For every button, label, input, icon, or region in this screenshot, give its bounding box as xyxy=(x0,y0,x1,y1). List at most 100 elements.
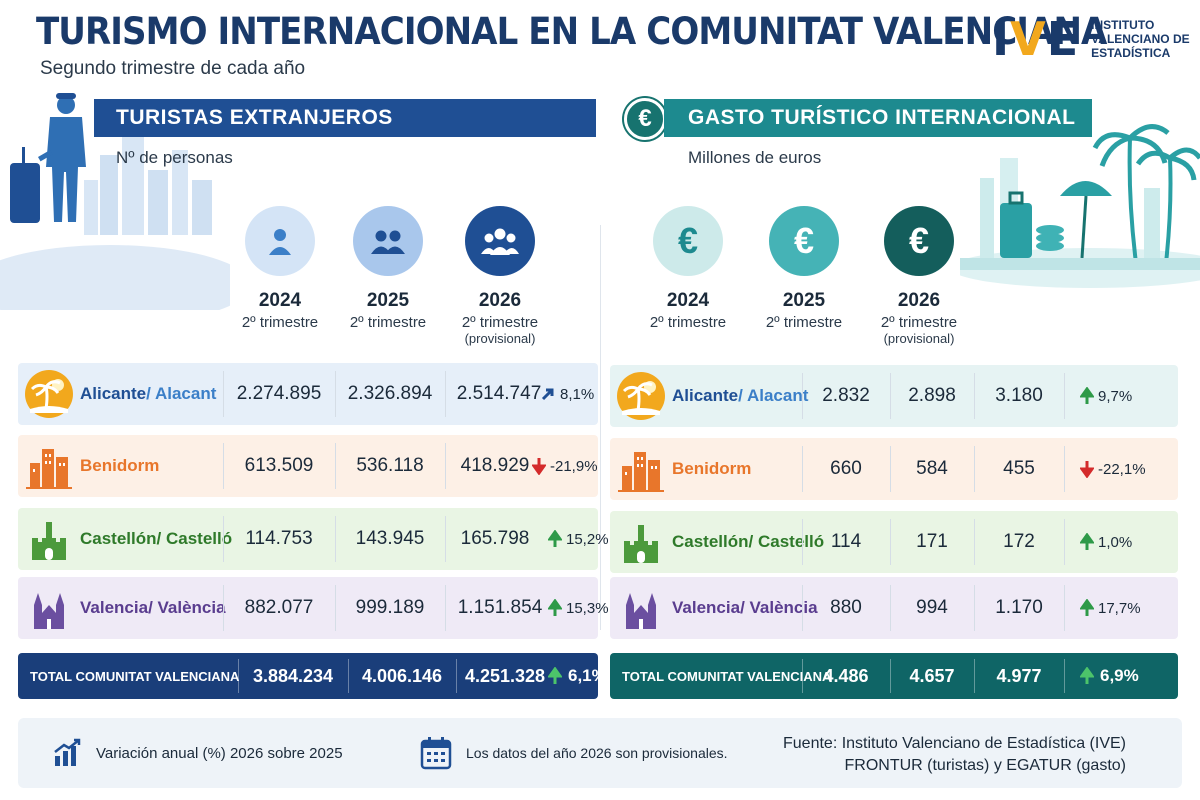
spending-row-alicante: Alicante / Alacant 2.832 2.898 3.180 9,7… xyxy=(610,365,1178,427)
arrow-down-icon xyxy=(532,458,546,475)
ive-logo-text: INSTITUTO VALENCIANO DE ESTADÍSTICA xyxy=(1091,18,1190,60)
bar-chart-trend-icon xyxy=(54,738,81,766)
total-2026: 4.977 xyxy=(996,665,1042,686)
palm-beach-icon xyxy=(617,372,665,420)
tourists-heading: TURISTAS EXTRANJEROS xyxy=(94,99,596,137)
variation-legend: Variación anual (%) 2026 sobre 2025 xyxy=(52,718,343,788)
change-indicator: 8,1% xyxy=(540,363,594,425)
arrow-up-icon xyxy=(1080,667,1094,684)
value-2026: 1.170 xyxy=(995,597,1043,618)
tourists-year-2025: 2025 2º trimestre xyxy=(333,206,443,331)
spending-row-benidorm: Benidorm 660 584 455 -22,1% xyxy=(610,438,1178,500)
section-divider xyxy=(600,225,601,630)
total-2024: 4.486 xyxy=(823,665,869,686)
skyscrapers-icon xyxy=(618,452,664,492)
ive-logo: IVE INSTITUTO VALENCIANO DE ESTADÍSTICA xyxy=(992,14,1190,64)
row-name: Valencia / València xyxy=(672,598,818,617)
row-name: Alicante / Alacant xyxy=(672,386,809,405)
beach-luggage-illustration xyxy=(960,124,1200,288)
change-indicator: -21,9% xyxy=(532,435,598,497)
total-2025: 4.657 xyxy=(909,665,955,686)
value-2025: 171 xyxy=(916,531,948,552)
arrow-up-icon xyxy=(1080,387,1094,404)
arrow-up-icon xyxy=(548,530,562,547)
tourists-row-alicante: Alicante / Alacant 2.274.895 2.326.894 2… xyxy=(18,363,598,425)
arrow-up-icon xyxy=(1080,599,1094,616)
value-2026: 1.151.854 xyxy=(457,597,543,618)
spending-row-castellon: Castellón / Castelló 114 171 172 1,0% xyxy=(610,511,1178,573)
total-2025: 4.006.146 xyxy=(361,665,443,686)
value-2025: 143.945 xyxy=(355,528,425,549)
value-2025: 2.326.894 xyxy=(347,383,433,404)
cathedral-icon xyxy=(34,593,64,629)
castle-icon xyxy=(32,522,66,560)
total-2026: 4.251.328 xyxy=(464,665,546,686)
value-2024: 613.509 xyxy=(244,455,314,476)
tourists-row-benidorm: Benidorm 613.509 536.118 418.929 -21,9% xyxy=(18,435,598,497)
total-label: TOTAL COMUNITAT VALENCIANA xyxy=(622,668,832,684)
value-2025: 536.118 xyxy=(356,455,424,476)
arrow-down-icon xyxy=(1080,461,1094,478)
arrow-up-icon xyxy=(548,667,562,684)
spending-heading: GASTO TURÍSTICO INTERNACIONAL xyxy=(664,99,1092,137)
value-2024: 880 xyxy=(830,597,862,618)
total-change: 6,1% xyxy=(548,653,607,699)
row-name: Valencia / València xyxy=(80,598,226,617)
value-2026: 2.514.747 xyxy=(456,383,542,404)
skyscrapers-icon xyxy=(26,449,72,489)
value-2026: 418.929 xyxy=(460,455,530,476)
source-note: Fuente: Instituto Valenciano de Estadíst… xyxy=(783,735,1126,774)
euro-icon: € xyxy=(884,206,954,276)
total-change: 6,9% xyxy=(1080,653,1139,699)
page-title: TURISMO INTERNACIONAL EN LA COMUNITAT VA… xyxy=(36,10,1107,53)
total-2024: 3.884.234 xyxy=(252,665,334,686)
group-two-icon xyxy=(353,206,423,276)
row-name: Castellón / Castelló xyxy=(80,529,233,548)
provisional-legend: Los datos del año 2026 son provisionales… xyxy=(420,718,728,788)
change-indicator: 1,0% xyxy=(1080,511,1132,573)
row-name: Benidorm xyxy=(672,459,752,478)
castle-icon xyxy=(624,525,658,563)
change-indicator: 17,7% xyxy=(1080,577,1141,639)
tourists-unit: Nº de personas xyxy=(116,148,233,167)
value-2024: 660 xyxy=(830,458,862,479)
spending-year-2026: € 2026 2º trimestre (provisional) xyxy=(864,206,974,346)
euro-icon: € xyxy=(769,206,839,276)
value-2025: 994 xyxy=(916,597,948,618)
change-indicator: -22,1% xyxy=(1080,438,1146,500)
spending-year-2024: € 2024 2º trimestre xyxy=(633,206,743,331)
row-name: Benidorm xyxy=(80,456,160,475)
spending-unit: Millones de euros xyxy=(688,148,822,167)
ive-logo-mark: IVE xyxy=(992,12,1080,66)
arrow-up-icon xyxy=(1080,533,1094,550)
tourists-row-valencia: Valencia / València 882.077 999.189 1.15… xyxy=(18,577,609,639)
value-2026: 165.798 xyxy=(460,528,530,549)
change-indicator: 9,7% xyxy=(1080,365,1132,427)
value-2024: 2.274.895 xyxy=(236,383,322,404)
value-2025: 999.189 xyxy=(355,597,425,618)
palm-beach-icon xyxy=(25,370,73,418)
tourists-row-castellon: Castellón / Castelló 114.753 143.945 165… xyxy=(18,508,609,570)
group-three-icon xyxy=(465,206,535,276)
arrow-up-icon xyxy=(548,599,562,616)
page-subtitle: Segundo trimestre de cada año xyxy=(40,58,306,79)
spending-total-row: TOTAL COMUNITAT VALENCIANA 4.486 4.657 4… xyxy=(610,653,1178,699)
value-2025: 584 xyxy=(916,458,948,479)
tourists-total-row: TOTAL COMUNITAT VALENCIANA 3.884.234 4.0… xyxy=(18,653,607,699)
spending-year-2025: € 2025 2º trimestre xyxy=(749,206,859,331)
value-2026: 455 xyxy=(1003,458,1035,479)
spending-row-valencia: Valencia / València 880 994 1.170 17,7% xyxy=(610,577,1178,639)
euro-icon: € xyxy=(653,206,723,276)
value-2025: 2.898 xyxy=(908,385,956,406)
change-indicator: 15,3% xyxy=(548,577,609,639)
value-2026: 172 xyxy=(1003,531,1035,552)
euro-badge-icon: € xyxy=(624,98,666,140)
value-2024: 882.077 xyxy=(244,597,314,618)
cathedral-icon xyxy=(626,593,656,629)
total-label: TOTAL COMUNITAT VALENCIANA xyxy=(30,668,240,684)
tourists-year-2024: 2024 2º trimestre xyxy=(225,206,335,331)
arrow-up-right-icon xyxy=(541,388,554,401)
person-icon xyxy=(245,206,315,276)
tourists-year-2026: 2026 2º trimestre (provisional) xyxy=(445,206,555,346)
value-2024: 2.832 xyxy=(822,385,870,406)
